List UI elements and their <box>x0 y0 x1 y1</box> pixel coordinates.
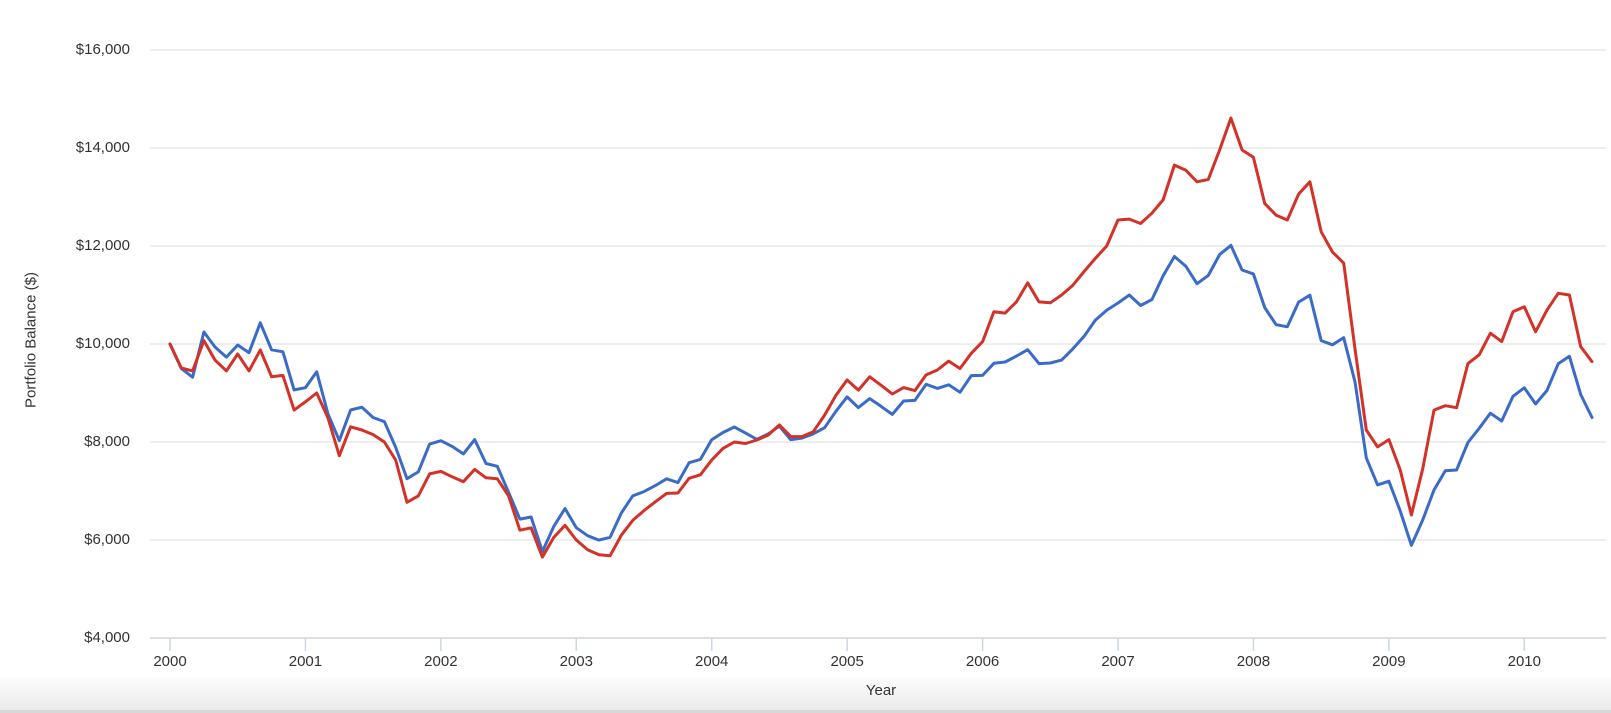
red-line <box>168 116 1594 559</box>
x-tick-label: 2007 <box>1101 653 1135 670</box>
y-tick-label: $12,000 <box>75 237 130 254</box>
y-tick-label: $4,000 <box>84 629 130 646</box>
x-tick-label: 2005 <box>830 653 864 670</box>
y-tick-label: $14,000 <box>75 139 130 156</box>
x-tick-label: 2006 <box>965 653 1000 670</box>
blue-line <box>168 243 1594 553</box>
x-tick-label: 2003 <box>559 653 593 670</box>
x-tick-label: 2004 <box>695 653 729 670</box>
x-axis-title: Year <box>865 682 897 699</box>
x-tick-label: 2010 <box>1507 653 1541 670</box>
y-tick-label: $6,000 <box>84 531 130 548</box>
x-tick-label: 2000 <box>153 653 187 670</box>
y-tick-label: $8,000 <box>84 433 130 450</box>
x-axis-footer-band: Year <box>0 677 1611 713</box>
x-tick-label: 2008 <box>1236 653 1271 670</box>
y-tick-label: $10,000 <box>75 335 130 352</box>
y-tick-label: $16,000 <box>75 41 130 58</box>
x-tick-label: 2009 <box>1372 653 1406 670</box>
x-tick-label: 2002 <box>424 653 458 670</box>
x-tick-label: 2001 <box>288 653 323 670</box>
